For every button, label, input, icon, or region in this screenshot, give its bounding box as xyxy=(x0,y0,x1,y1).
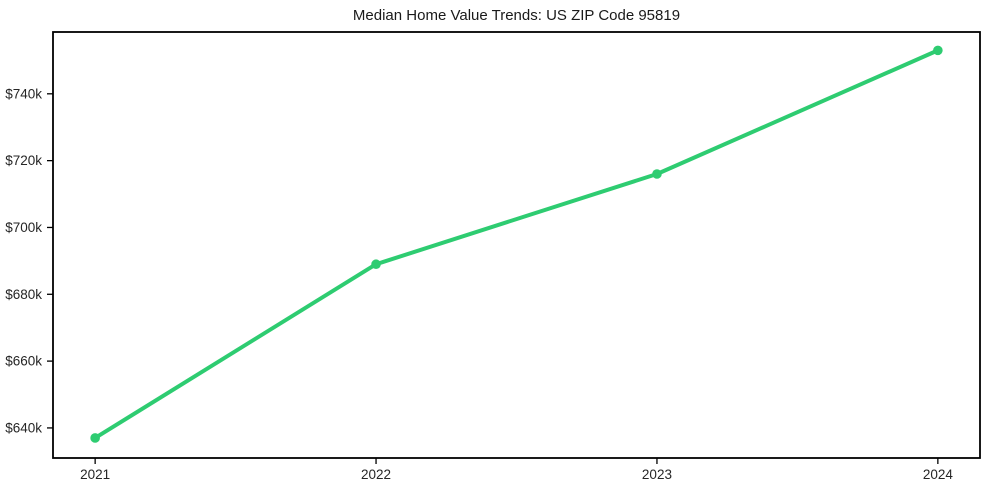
y-tick-label: $720k xyxy=(5,153,42,168)
data-point-marker xyxy=(371,259,381,270)
plot-border xyxy=(52,31,981,459)
data-point-marker xyxy=(652,169,662,179)
trend-line xyxy=(93,48,940,440)
y-tick-label: $740k xyxy=(5,86,42,101)
y-tick-label: $660k xyxy=(5,354,42,369)
x-tick-label: 2024 xyxy=(923,467,954,482)
data-point-marker xyxy=(90,433,100,443)
data-point-marker xyxy=(933,45,943,56)
x-tick-label: 2021 xyxy=(80,467,110,482)
plot-area xyxy=(53,32,980,458)
y-tick-label: $640k xyxy=(5,420,42,435)
y-tick-label: $700k xyxy=(5,220,42,235)
chart-title: Median Home Value Trends: US ZIP Code 95… xyxy=(352,7,681,24)
x-tick-label: 2023 xyxy=(642,467,672,482)
y-tick-label: $680k xyxy=(5,287,42,302)
x-tick-label: 2022 xyxy=(361,467,391,482)
